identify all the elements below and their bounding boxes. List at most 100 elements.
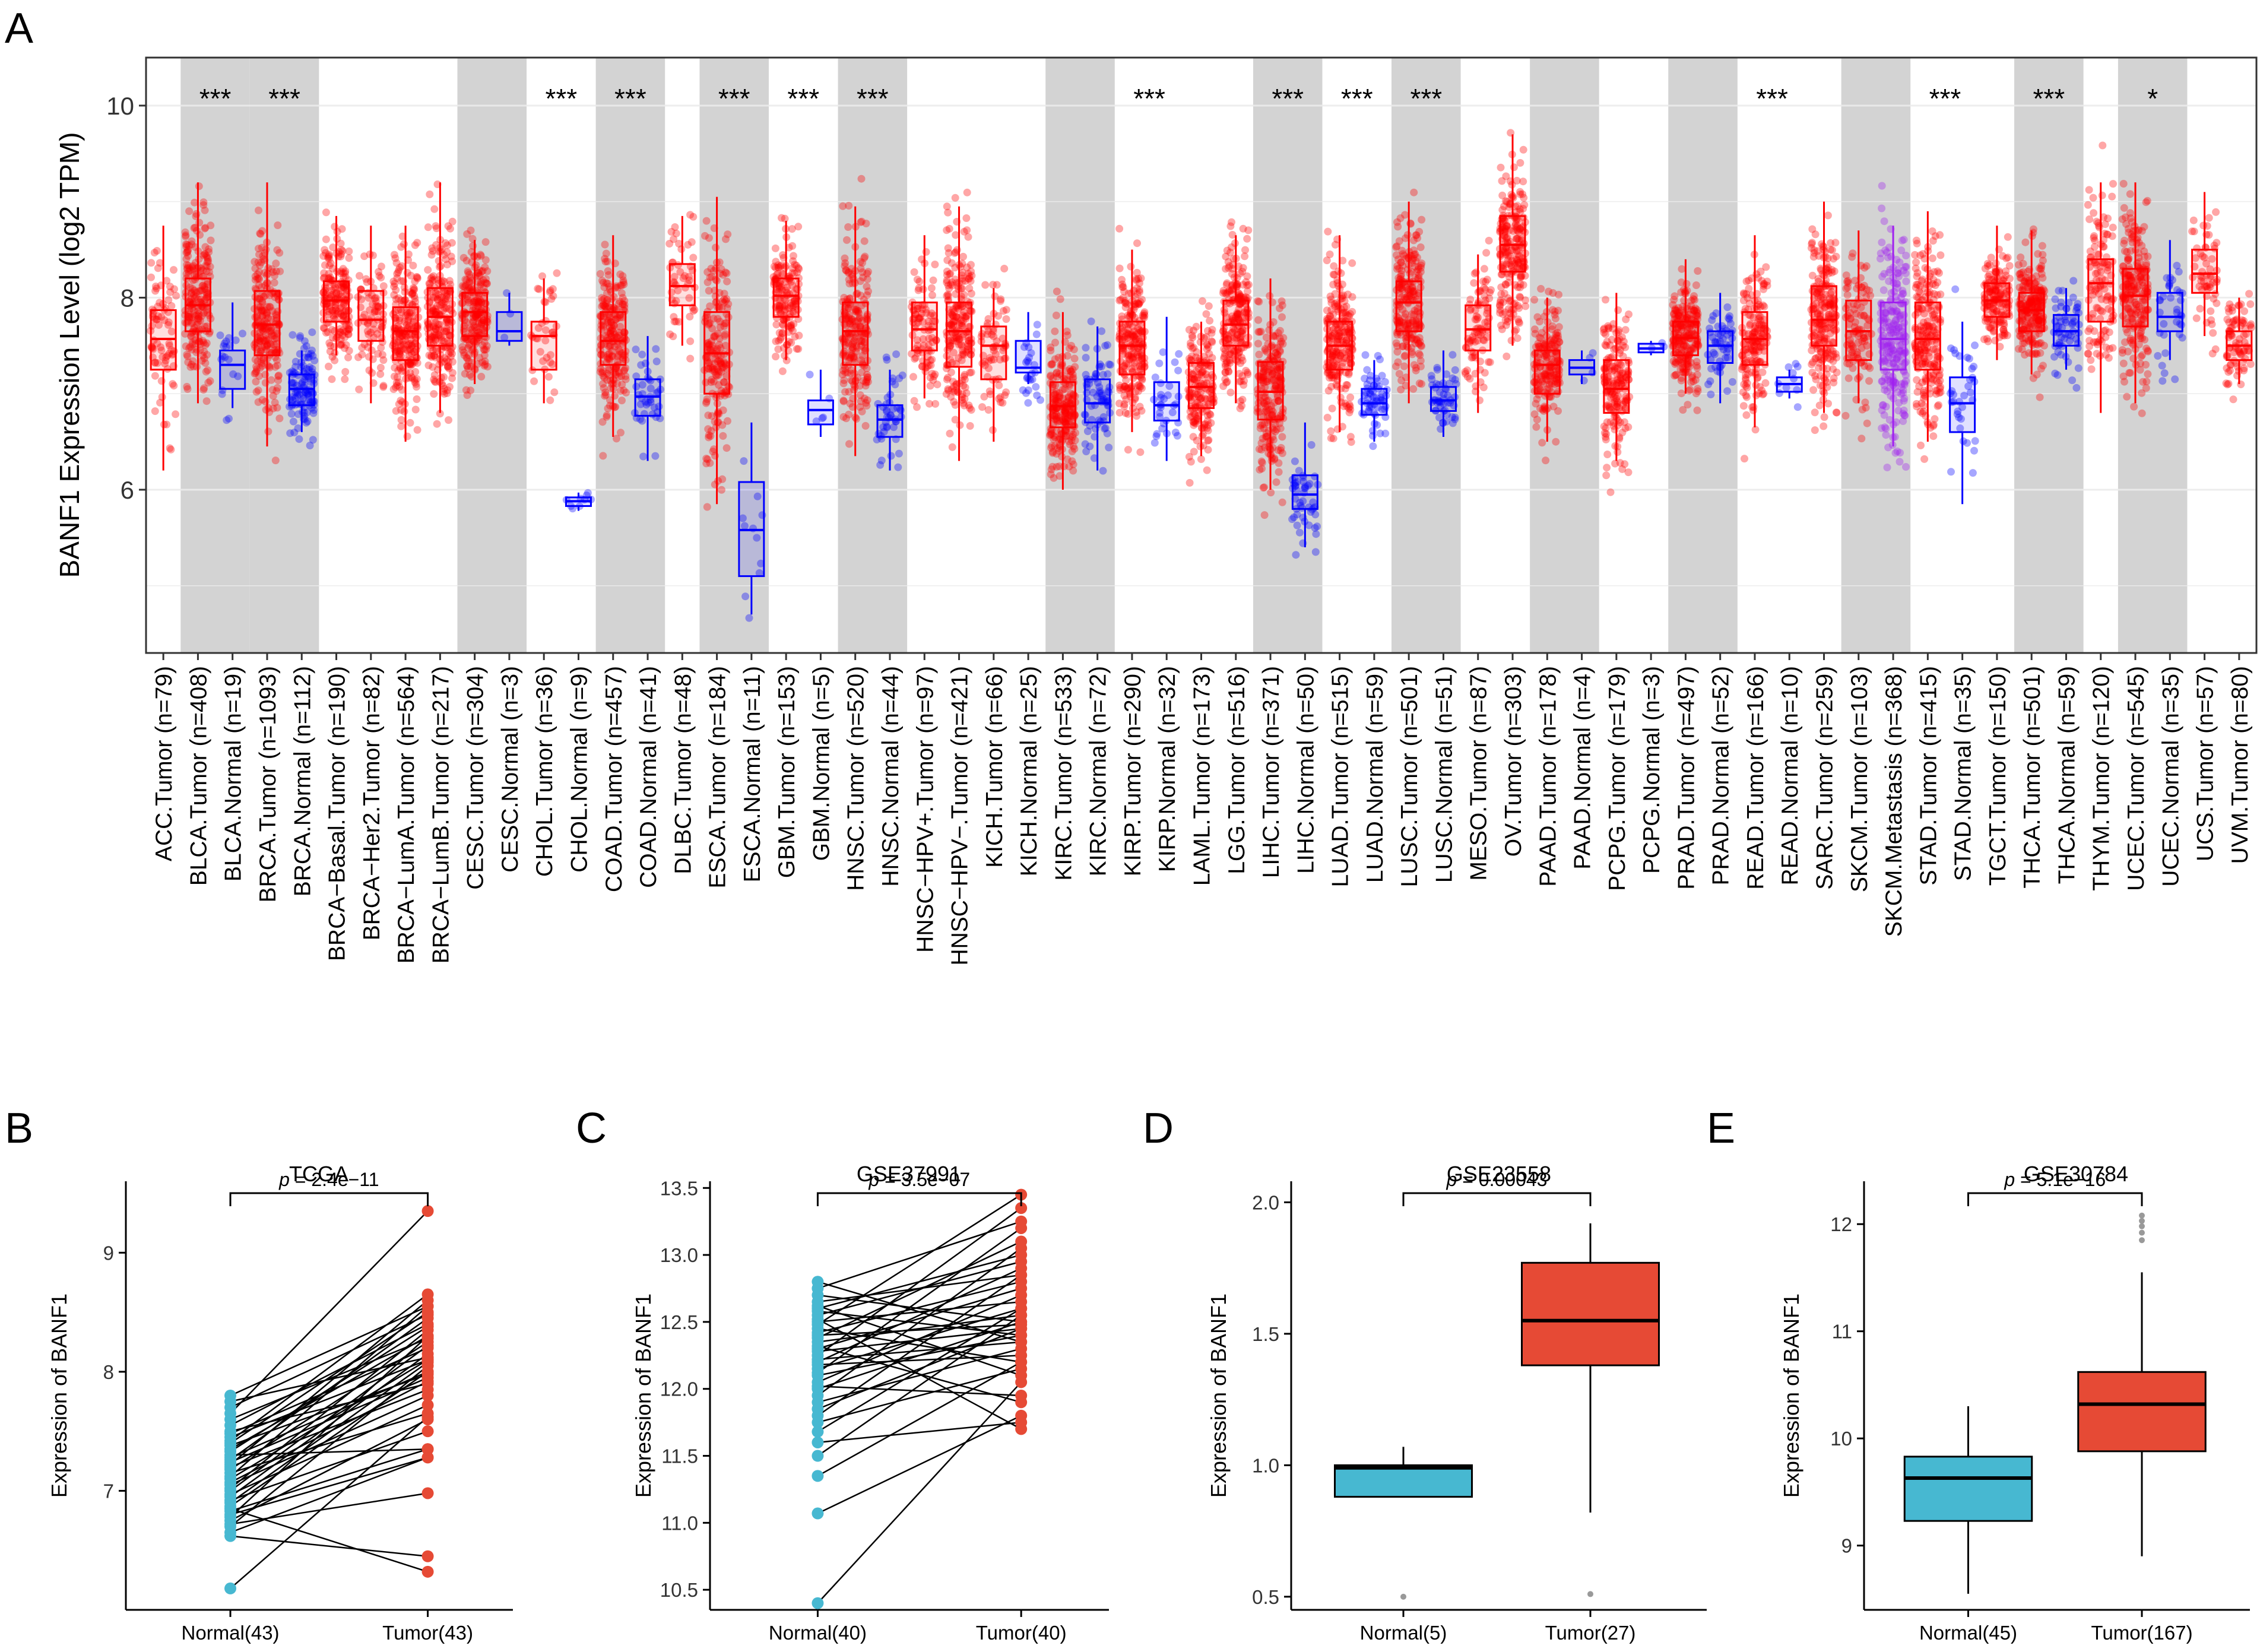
a-point bbox=[203, 253, 211, 262]
a-point bbox=[430, 205, 439, 213]
a-point bbox=[309, 436, 317, 444]
a-point bbox=[189, 262, 197, 270]
a-point bbox=[390, 283, 398, 291]
a-point bbox=[220, 340, 229, 348]
a-point bbox=[203, 290, 211, 299]
a-point bbox=[1124, 446, 1132, 454]
a-point bbox=[1028, 375, 1037, 383]
a-point bbox=[192, 210, 201, 218]
a-point bbox=[424, 266, 432, 274]
a-point bbox=[943, 256, 952, 264]
a-point bbox=[319, 324, 328, 332]
a-point bbox=[1244, 226, 1253, 234]
a-point bbox=[720, 290, 728, 298]
a-point bbox=[1346, 310, 1354, 318]
a-point bbox=[1466, 296, 1475, 303]
a-point bbox=[1002, 315, 1010, 323]
a-point bbox=[1116, 386, 1124, 394]
a-point bbox=[198, 286, 206, 294]
a-point bbox=[1381, 429, 1390, 437]
a-point bbox=[1174, 366, 1183, 375]
a-point bbox=[1222, 265, 1230, 273]
a-point bbox=[332, 306, 340, 314]
a-point bbox=[201, 251, 209, 259]
a-point bbox=[1448, 374, 1457, 382]
a-point bbox=[406, 360, 414, 368]
a-point bbox=[1225, 350, 1234, 359]
a-point bbox=[195, 315, 202, 323]
a-point bbox=[271, 363, 280, 371]
a-point bbox=[328, 334, 337, 342]
a-point bbox=[538, 272, 546, 280]
a-point bbox=[338, 225, 346, 233]
a-point bbox=[195, 312, 202, 321]
a-point bbox=[1103, 341, 1111, 349]
a-point bbox=[147, 259, 156, 267]
a-point bbox=[792, 261, 800, 269]
a-point bbox=[169, 350, 177, 358]
a-point bbox=[479, 276, 487, 284]
a-point bbox=[943, 267, 951, 275]
a-point bbox=[432, 241, 440, 249]
a-point bbox=[1048, 462, 1057, 471]
a-point bbox=[255, 294, 263, 303]
a-point bbox=[299, 391, 308, 399]
a-point bbox=[271, 456, 280, 465]
a-point bbox=[430, 390, 438, 398]
a-point bbox=[1401, 351, 1409, 360]
a-point bbox=[256, 364, 264, 372]
a-point bbox=[309, 352, 317, 360]
a-point bbox=[258, 359, 266, 367]
a-point bbox=[239, 329, 246, 338]
a-point bbox=[1503, 352, 1511, 360]
a-point bbox=[915, 277, 924, 286]
a-point bbox=[928, 291, 936, 299]
a-point bbox=[1202, 310, 1210, 318]
a-shade-hnsc bbox=[838, 58, 908, 653]
a-point bbox=[1173, 432, 1181, 440]
a-point bbox=[147, 273, 155, 281]
a-point bbox=[188, 360, 196, 369]
a-point bbox=[894, 463, 902, 471]
a-point bbox=[262, 335, 271, 343]
a-point bbox=[183, 248, 191, 256]
a-point bbox=[256, 230, 265, 238]
a-point bbox=[1416, 243, 1425, 251]
a-point bbox=[459, 253, 468, 262]
a-point bbox=[300, 381, 309, 389]
a-point bbox=[1048, 360, 1056, 368]
a-point bbox=[1101, 424, 1110, 432]
a-point bbox=[185, 297, 193, 305]
a-point bbox=[978, 403, 986, 411]
a-point bbox=[306, 363, 314, 371]
a-point bbox=[256, 261, 264, 269]
a-point bbox=[187, 333, 195, 341]
a-point bbox=[1135, 381, 1143, 389]
a-point bbox=[185, 242, 193, 250]
a-point bbox=[186, 363, 195, 371]
a-point bbox=[255, 275, 264, 283]
a-point bbox=[610, 403, 619, 411]
a-point bbox=[1241, 252, 1249, 261]
a-point bbox=[296, 332, 305, 340]
a-point bbox=[300, 375, 309, 383]
a-point bbox=[702, 399, 710, 407]
a-point bbox=[165, 340, 173, 348]
a-point bbox=[191, 312, 199, 320]
a-point bbox=[188, 319, 196, 327]
a-point bbox=[1115, 264, 1124, 272]
a-point bbox=[185, 344, 193, 352]
a-point bbox=[376, 363, 385, 372]
a-point bbox=[390, 251, 398, 259]
a-point bbox=[379, 382, 388, 390]
a-point bbox=[192, 293, 200, 301]
a-point bbox=[708, 412, 716, 420]
a-point bbox=[993, 281, 1001, 289]
a-point bbox=[223, 416, 231, 424]
a-point bbox=[199, 281, 207, 290]
a-point bbox=[950, 249, 959, 257]
a-point bbox=[687, 238, 696, 246]
a-point bbox=[1192, 322, 1200, 331]
a-point bbox=[338, 316, 347, 325]
